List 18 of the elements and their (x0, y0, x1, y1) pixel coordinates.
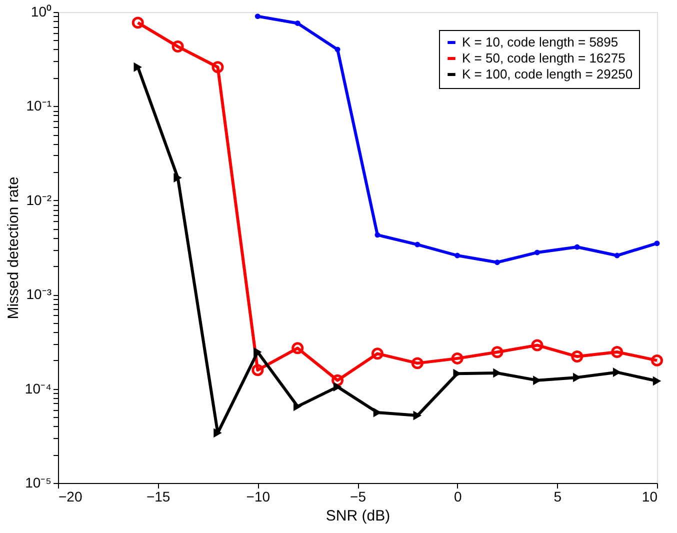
y-tick-label: 10⁰ (30, 4, 52, 20)
legend-label: K = 100, code length = 29250 (462, 66, 633, 82)
x-tick-label: −10 (246, 488, 270, 504)
x-tick-label: 0 (454, 488, 462, 504)
y-tick-label: 10⁻³ (26, 286, 52, 302)
y-axis-title: Missed detection rate (4, 176, 22, 320)
legend-label: K = 50, code length = 16275 (462, 50, 626, 66)
x-axis-title: SNR (dB) (326, 508, 390, 524)
x-tick-label: −20 (58, 488, 82, 504)
y-tick-label: 10⁻⁵ (25, 474, 52, 490)
x-tick-label: −5 (350, 488, 366, 504)
legend-label: K = 10, code length = 5895 (462, 34, 618, 50)
x-tick-label: 5 (554, 488, 562, 504)
x-tick-label: 10 (642, 488, 658, 504)
x-tick-label: −15 (146, 488, 170, 504)
y-tick-label: 10⁻⁴ (24, 380, 52, 396)
y-tick-label: 10⁻² (26, 192, 52, 208)
y-tick-label: 10⁻¹ (26, 98, 52, 114)
